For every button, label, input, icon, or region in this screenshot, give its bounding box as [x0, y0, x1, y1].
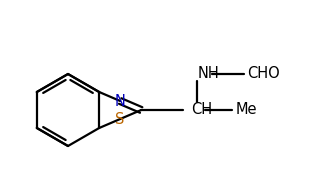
- Text: N: N: [115, 94, 126, 108]
- Text: CHO: CHO: [247, 66, 280, 81]
- Text: S: S: [116, 111, 125, 127]
- Text: CH: CH: [191, 102, 212, 117]
- Text: NH: NH: [197, 66, 219, 81]
- Text: Me: Me: [235, 102, 257, 117]
